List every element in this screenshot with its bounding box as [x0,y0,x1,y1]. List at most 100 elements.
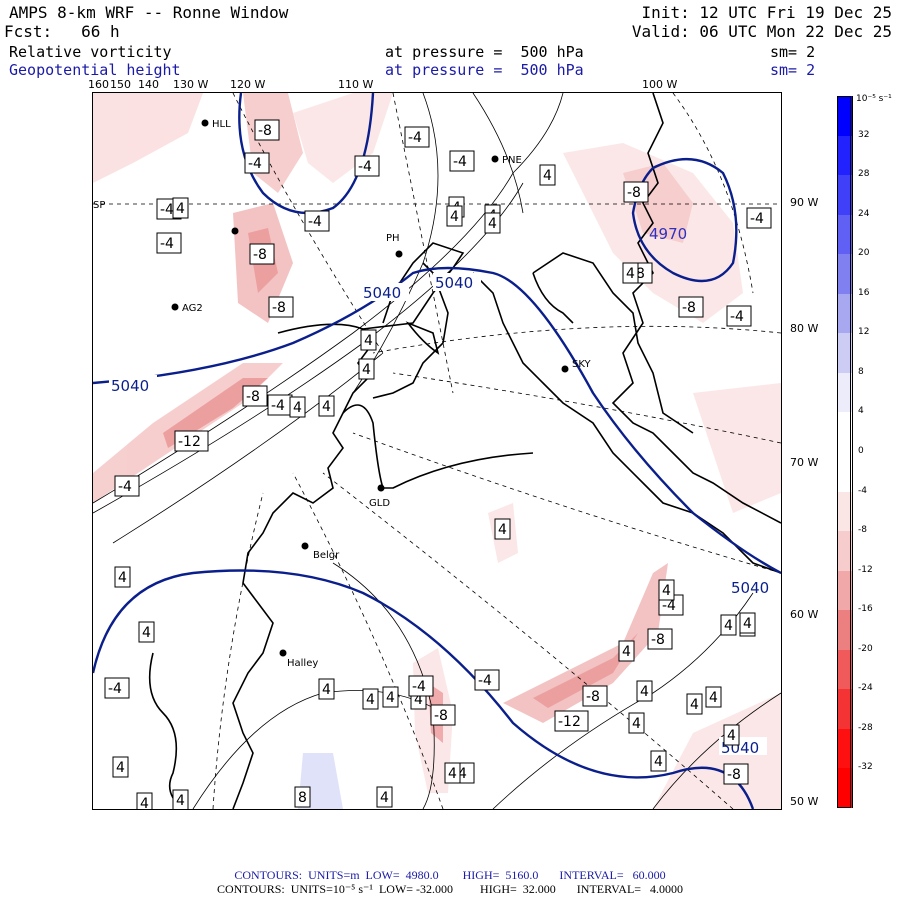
vorticity-label: -4 [308,214,322,230]
vorticity-label-box [494,518,511,540]
vorticity-label-box [172,197,189,219]
vorticity-label: 4 [380,790,389,806]
vorticity-label: 4 [364,333,373,349]
vorticity-label-box [136,792,153,809]
vorticity-label-box [249,243,275,265]
vorticity-label: 4 [118,570,127,586]
vorticity-label-box [622,262,639,284]
lon-tick-right: 90 W [790,196,819,209]
vorticity-label: 4 [488,216,497,232]
map-canvas: HLL PNE PH AG2 SKY GLD Belgr Halley SP 5… [93,93,781,809]
height-labels: 5040 5040 5040 4970 5040 5040 [109,225,769,757]
vorticity-label: 4 [116,760,125,776]
vorticity-label-box [294,786,311,808]
vorticity-label-box [650,750,667,772]
colorbar-label: 8 [858,366,864,377]
lon-tick: 110 W [338,78,374,91]
vorticity-label-box [686,693,703,715]
vorticity-label-box [449,150,475,172]
colorbar-label: 4 [858,406,864,417]
colorbar-label: -28 [858,722,873,733]
vorticity-label: -8 [682,300,696,316]
valid-time: Valid: 06 UTC Mon 22 Dec 25 [631,22,892,41]
vorticity-label: -4 [662,598,676,614]
vorticity-label: -8 [627,185,641,201]
colorbar-label: -16 [858,604,873,615]
vorticity-label: -8 [651,632,665,648]
vorticity-label: -4 [730,309,744,325]
vorticity-label-box [723,763,749,785]
vorticity-label: -4 [118,479,132,495]
vorticity-label: -8 [586,689,600,705]
colorbar-label: 20 [858,248,870,259]
vorticity-label-box [354,155,380,177]
vorticity-label: 4 [322,399,331,415]
vorticity-label: 4 [709,690,718,706]
vorticity-label-box [739,612,756,634]
vorticity-label: 4 [366,692,375,708]
vorticity-label: -12 [558,714,581,730]
vorticity-label-box [430,704,456,726]
vorticity-label-box [647,628,673,650]
vorticity-label-box [658,579,675,601]
lon-tick: 100 W [642,78,678,91]
vorticity-label: 4 [386,690,395,706]
vorticity-label: 4 [640,684,649,700]
station-label: SP [93,200,105,211]
vorticity-label: 4 [654,754,663,770]
field2-smoothing: sm= 2 [770,61,816,79]
vorticity-label: 4 [543,168,552,184]
vorticity-label: -4 [408,130,422,146]
vorticity-label: 4 [622,644,631,660]
colorbar-frame [837,96,851,808]
colorbar-label: -32 [858,762,873,773]
vorticity-label-box [484,212,501,234]
vorticity-label: 4 [690,697,699,713]
colorbar-label: -4 [858,485,867,496]
vorticity-label-box [104,677,130,699]
vorticity-label: -8 [258,123,272,139]
vorticity-label: 4 [176,201,185,217]
vorticity-label-box [318,678,335,700]
vorticity-label: -4 [478,673,492,689]
vorticity-label-box [539,164,556,186]
vorticity-label: -4 [248,156,262,172]
vorticity-label-box [172,789,189,809]
vorticity-label-box [705,686,722,708]
vorticity-label-box [623,181,649,203]
vorticity-label-box [382,686,399,708]
station-labels: HLL PNE PH AG2 SKY GLD Belgr Halley SP [93,119,592,669]
vorticity-label: 4 [293,400,302,416]
colorbar-label: 0 [858,446,864,456]
lon-tick: 120 W [230,78,266,91]
vorticity-label: 4 [176,793,185,809]
stations [171,119,569,657]
vorticity-label-box [723,724,740,746]
lon-tick: 130 W [173,78,209,91]
vorticity-label-box [156,232,182,254]
vorticity-label-box [404,126,430,148]
vorticity-label-box [174,430,209,452]
footer-vorticity-contours: CONTOURS: UNITS=10⁻⁵ s⁻¹ LOW= -32.000 HI… [216,882,684,896]
vorticity-label: 8 [298,790,307,806]
colorbar-label: -20 [858,643,873,654]
vorticity-label-box [360,329,377,351]
vorticity-label: -8 [246,389,260,405]
vorticity-label-box [114,475,140,497]
vorticity-label-box [446,205,463,227]
init-time: Init: 12 UTC Fri 19 Dec 25 [641,3,892,22]
vorticity-label-box [242,385,268,407]
colorbar-label: 12 [858,327,870,338]
vorticity-label: -4 [271,398,285,414]
vorticity-label: -4 [108,681,122,697]
lon-tick-right: 70 W [790,456,819,469]
model-title: AMPS 8-km WRF -- Ronne Window [9,3,289,22]
coastline [148,93,781,809]
vorticity-label: -8 [253,247,267,263]
lon-tick: 140 [138,78,159,91]
station-label: Halley [287,658,318,669]
colorbar-label: -24 [858,683,873,694]
vorticity-labels: -8-4-4-4-4-4-4-8-8-4-8-12-444444444444-4… [104,119,772,809]
vorticity-label: -4 [750,211,764,227]
vorticity-label: -4 [160,236,174,252]
